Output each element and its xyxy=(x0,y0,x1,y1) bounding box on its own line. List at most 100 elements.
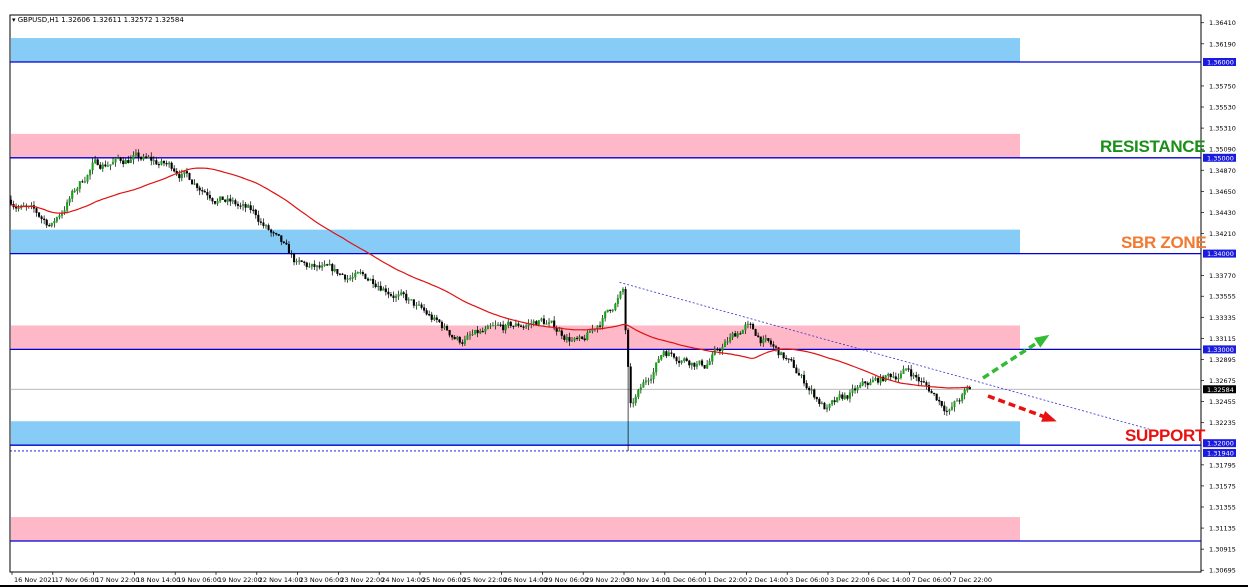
candle-body xyxy=(915,374,918,378)
candle-body xyxy=(361,272,364,275)
candle-body xyxy=(206,192,209,196)
candle-body xyxy=(698,360,701,365)
candle-body xyxy=(201,190,204,192)
candle-body xyxy=(451,334,454,338)
candle-body xyxy=(377,285,380,288)
candle-body xyxy=(604,311,607,319)
candle-body xyxy=(606,309,609,313)
candle-body xyxy=(122,160,125,165)
candle-body xyxy=(160,160,163,165)
candle-body xyxy=(634,396,637,403)
trendline xyxy=(619,281,1160,433)
candle-body xyxy=(129,159,132,164)
candle-body xyxy=(621,288,625,292)
candle-body xyxy=(89,169,92,176)
candle-body xyxy=(99,164,102,169)
candle-body xyxy=(494,324,497,326)
candle-body xyxy=(706,364,709,369)
candle-body xyxy=(690,362,693,366)
candle-body xyxy=(272,232,275,234)
candle-body xyxy=(522,326,525,328)
candle-body xyxy=(662,351,665,356)
candle-body xyxy=(259,221,262,223)
candle-body xyxy=(532,321,535,324)
candle-body xyxy=(137,152,140,158)
candle-body xyxy=(897,377,900,380)
candle-body xyxy=(71,191,74,199)
symbol-title: ▾ GBPUSD,H1 1.32606 1.32611 1.32572 1.32… xyxy=(12,16,184,24)
candle-body xyxy=(729,337,732,342)
x-tick-label: 17 Nov 06:00 xyxy=(55,576,99,584)
y-tick-label: 1.36410 xyxy=(1209,19,1236,27)
y-tick-label: 1.33770 xyxy=(1209,272,1236,280)
candle-body xyxy=(555,327,558,332)
candle-body xyxy=(757,335,760,337)
candle-body xyxy=(285,242,288,245)
candle-body xyxy=(782,352,785,359)
y-tick-label: 1.31795 xyxy=(1209,461,1236,469)
candle-body xyxy=(876,377,880,383)
candle-body xyxy=(675,357,678,362)
candle-body xyxy=(425,310,428,315)
candle-body xyxy=(767,338,770,341)
candle-body xyxy=(892,376,895,378)
candle-body xyxy=(438,319,441,323)
candle-body xyxy=(601,318,604,327)
candle-body xyxy=(716,349,719,351)
candle-body xyxy=(244,204,247,208)
candle-body xyxy=(104,164,107,167)
candle-body xyxy=(221,196,224,200)
candle-body xyxy=(305,262,308,267)
candle-body xyxy=(517,323,520,326)
candle-body xyxy=(619,291,622,299)
candle-body xyxy=(813,389,816,398)
candle-body xyxy=(899,373,902,379)
candle-body xyxy=(17,207,20,209)
candle-body xyxy=(657,359,660,363)
candle-body xyxy=(859,385,862,388)
candle-body xyxy=(96,159,99,166)
candle-body xyxy=(759,336,762,344)
candle-body xyxy=(672,353,676,358)
candle-body xyxy=(611,309,614,311)
candle-body xyxy=(525,325,528,328)
candle-body xyxy=(433,317,436,320)
candle-body xyxy=(236,203,240,206)
candle-body xyxy=(226,198,229,202)
candle-body xyxy=(173,168,176,172)
candle-body xyxy=(548,322,551,324)
candle-body xyxy=(318,265,321,268)
candle-body xyxy=(864,381,867,384)
candle-body xyxy=(150,156,153,161)
candle-body xyxy=(101,164,104,169)
candle-body xyxy=(145,156,148,158)
candle-body xyxy=(754,329,757,336)
x-tick-label: 7 Dec 06:00 xyxy=(912,576,952,584)
x-tick-label: 19 Nov 22:00 xyxy=(218,576,262,584)
candle-body xyxy=(190,179,194,185)
x-tick-label: 19 Nov 06:00 xyxy=(177,576,221,584)
candle-body xyxy=(670,352,673,354)
candle-body xyxy=(948,409,951,412)
candle-body xyxy=(540,318,543,321)
candle-body xyxy=(831,400,834,405)
level-price-label-text: 1.32000 xyxy=(1207,440,1234,448)
candle-body xyxy=(953,401,956,408)
plot-area xyxy=(9,14,1202,573)
candle-body xyxy=(542,318,545,325)
y-tick-label: 1.31135 xyxy=(1209,525,1236,533)
candle-body xyxy=(922,381,925,383)
candle-body xyxy=(196,183,199,188)
candle-body xyxy=(935,393,938,401)
candle-body xyxy=(639,387,642,391)
candle-body xyxy=(198,187,201,191)
candle-body xyxy=(491,325,494,327)
candle-body xyxy=(66,202,69,211)
candle-body xyxy=(823,402,826,410)
y-tick-label: 1.31575 xyxy=(1209,482,1236,490)
candle-body xyxy=(578,336,581,339)
candle-body xyxy=(851,388,854,393)
candle-body xyxy=(902,368,905,374)
candle-body xyxy=(894,376,897,380)
